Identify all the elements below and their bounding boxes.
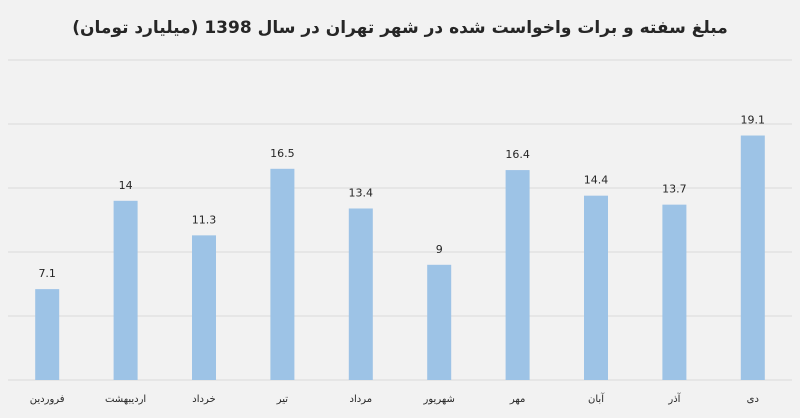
category-label-8: آذر	[667, 392, 681, 405]
bars	[35, 135, 765, 380]
bar-3	[270, 168, 295, 380]
value-label-7: 14.4	[584, 174, 609, 187]
bar-4	[348, 208, 373, 380]
bar-1	[113, 200, 138, 380]
category-label-2: خرداد	[192, 394, 215, 405]
category-label-5: شهریور	[423, 394, 455, 405]
bar-0	[35, 289, 60, 380]
category-labels: فروردین اردیبهشت خرداد تیر مرداد شهریور مهر آبا…	[30, 392, 759, 405]
category-label-7: آبان	[588, 392, 605, 405]
value-labels: 7.1 14 11.3 16.5 13.4 9 16.4 14.4 13.7 19.1	[38, 114, 765, 281]
value-label-2: 11.3	[192, 213, 217, 226]
chart-title: مبلغ سفته و برات واخواست شده در شهر تهرا…	[72, 18, 728, 38]
gridlines	[8, 59, 792, 381]
value-label-9: 19.1	[741, 114, 766, 127]
value-label-5: 9	[436, 243, 443, 256]
bar-2	[192, 235, 216, 380]
value-label-1: 14	[119, 179, 133, 192]
value-label-8: 13.7	[662, 183, 687, 196]
category-label-3: تیر	[276, 394, 289, 405]
bar-8	[662, 204, 687, 380]
bar-6	[505, 170, 530, 380]
category-label-9: دی	[747, 394, 759, 405]
value-label-0: 7.1	[38, 267, 56, 280]
bar-5	[427, 264, 452, 380]
category-label-6: مهر	[509, 394, 525, 405]
bar-7	[584, 195, 608, 380]
category-label-0: فروردین	[30, 394, 65, 405]
category-label-1: اردیبهشت	[105, 394, 146, 405]
value-label-4: 13.4	[349, 186, 374, 199]
value-label-3: 16.5	[270, 147, 295, 160]
bar-9	[740, 135, 765, 380]
value-label-6: 16.4	[505, 148, 530, 161]
category-label-4: مرداد	[350, 394, 373, 405]
